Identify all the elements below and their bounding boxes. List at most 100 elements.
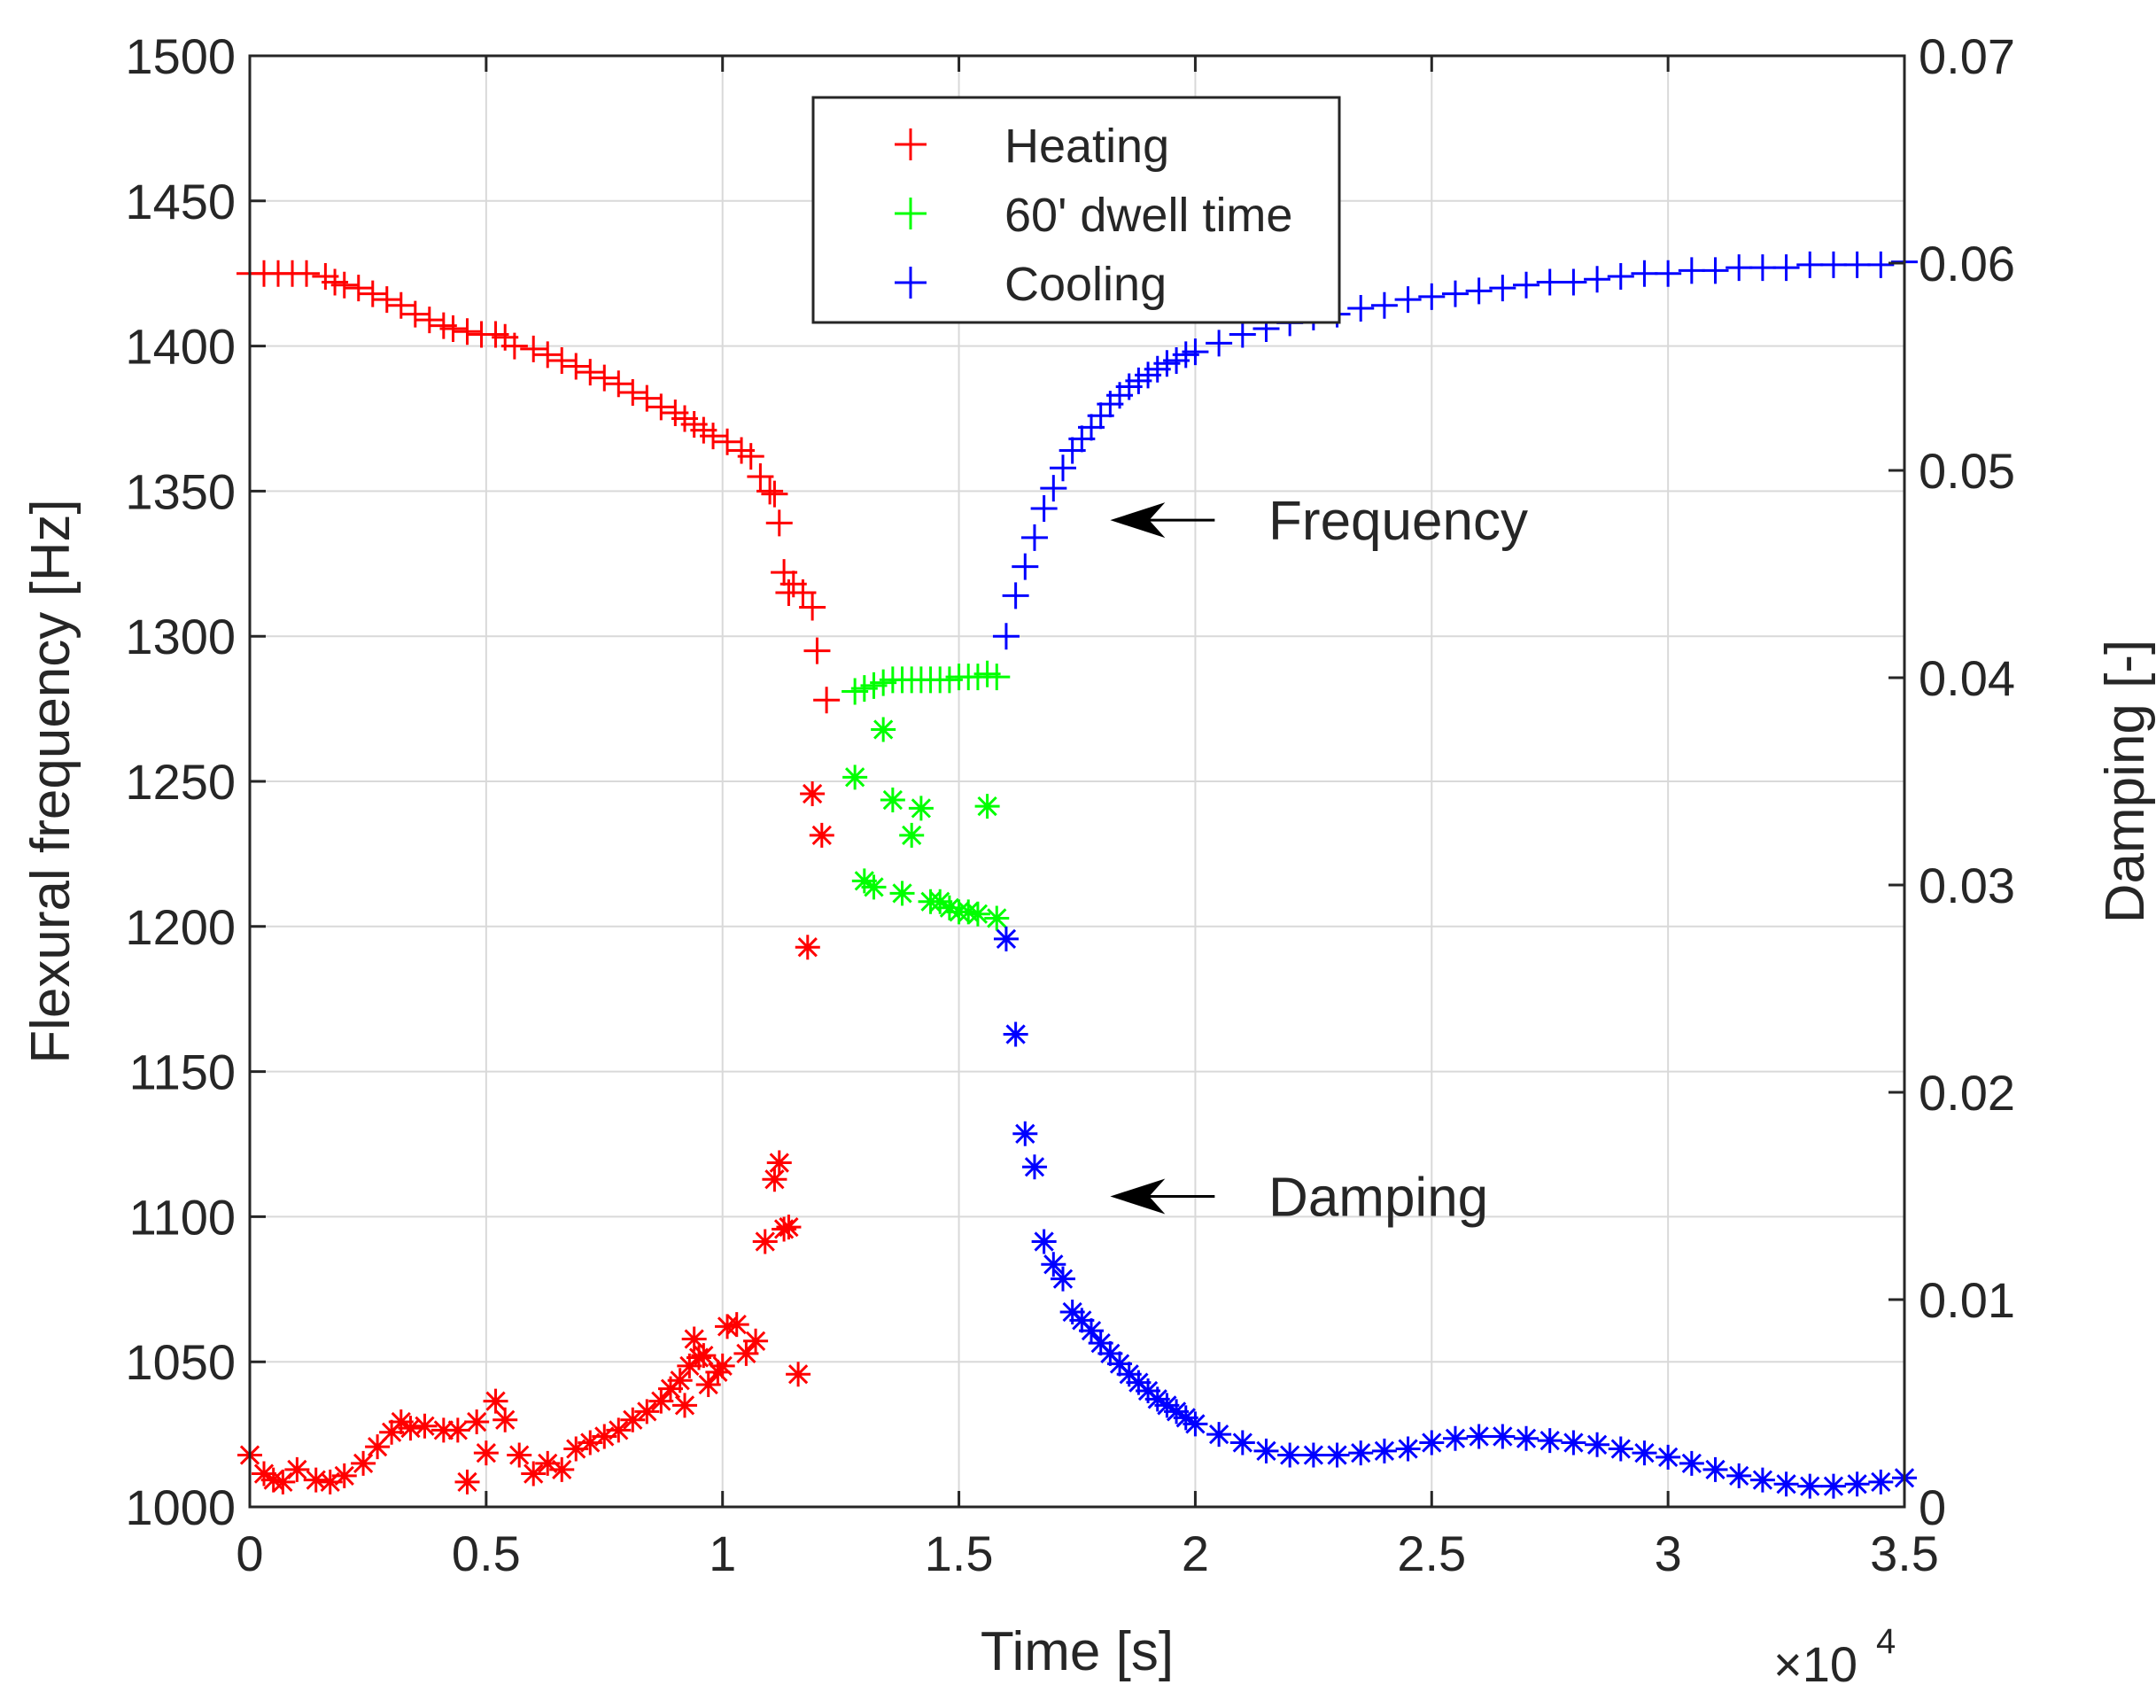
damping-point (1419, 1430, 1445, 1456)
damping-point (634, 1399, 660, 1425)
damping-point (795, 935, 820, 960)
legend-marker (895, 267, 927, 299)
frequency-point (1418, 283, 1446, 310)
legend-box (811, 96, 1341, 324)
damping-point (667, 1368, 693, 1394)
frequency-point (1489, 275, 1516, 302)
damping-point (317, 1469, 343, 1494)
damping-point (1608, 1436, 1633, 1462)
damping-point (454, 1469, 480, 1494)
damping-point (1561, 1430, 1586, 1456)
frequency-point (761, 480, 788, 508)
y-left-tick-label: 1400 (125, 319, 236, 375)
damping-point (733, 1340, 759, 1366)
frequency-point (330, 271, 358, 299)
damping-point (1679, 1450, 1704, 1476)
frequency-point (373, 286, 400, 314)
y-axis-left-label: Flexural frequency [Hz] (20, 499, 81, 1063)
damping-point (592, 1424, 617, 1449)
damping-point (1537, 1428, 1563, 1454)
frequency-point (1749, 254, 1776, 282)
damping-point (1514, 1425, 1539, 1451)
frequency-point (1206, 330, 1233, 357)
y-right-tick-label: 0.02 (1919, 1065, 2015, 1121)
frequency-point (714, 428, 741, 455)
frequency-point (1394, 286, 1422, 314)
damping-point (724, 1312, 749, 1338)
damping-point (1050, 1266, 1075, 1292)
damping-point (1702, 1456, 1728, 1482)
y-left-tick-label: 1150 (129, 1044, 236, 1100)
damping-point (1154, 1393, 1180, 1418)
damping-point (412, 1413, 438, 1439)
frequency-point (747, 463, 774, 491)
x-tick-label: 3.5 (1870, 1526, 1939, 1581)
damping-point (1371, 1438, 1397, 1463)
frequency-point (1347, 295, 1375, 322)
damping-point (1164, 1399, 1190, 1425)
damping-point (1088, 1331, 1113, 1356)
damping-point (927, 889, 953, 914)
damping-point (1773, 1471, 1799, 1497)
damping-point (809, 822, 834, 848)
damping-point (993, 926, 1019, 951)
damping-point (1466, 1424, 1492, 1449)
frequency-point (799, 594, 826, 621)
x-axis: 0 0.5 1 1.5 2 2.5 3 3.5 (236, 56, 1939, 1581)
damping-point (507, 1442, 532, 1468)
y-right-tick-label: 0.03 (1919, 858, 2015, 913)
y-axis-right-label: Damping [-] (2095, 640, 2156, 923)
frequency-point (1655, 260, 1682, 287)
damping-point (1031, 1229, 1057, 1254)
y-axis-left: 1000 1050 1100 1150 1200 1250 1300 1350 1400 1450… (125, 28, 266, 1535)
frequency-point (1843, 251, 1871, 278)
frequency-point (415, 307, 443, 334)
annotation-label: Damping (1268, 1167, 1488, 1228)
damping-point (766, 1150, 792, 1176)
damping-point (695, 1371, 721, 1397)
x-tick-label: 3 (1655, 1526, 1682, 1581)
y-left-tick-label: 1200 (125, 899, 236, 955)
damping-point (786, 1362, 811, 1387)
damping-point (1253, 1438, 1279, 1463)
frequency-point (1229, 321, 1256, 348)
frequency-point (1182, 338, 1209, 366)
damping-point (681, 1326, 707, 1352)
damping-point (1726, 1463, 1752, 1488)
frequency-point (1020, 524, 1048, 551)
damping-point (965, 901, 990, 927)
frequency-point (1796, 251, 1824, 278)
damping-point (1490, 1424, 1516, 1449)
frequency-point (591, 364, 618, 392)
y-left-tick-label: 1350 (125, 463, 236, 519)
frequency-point (813, 687, 841, 714)
frequency-point (1607, 262, 1634, 290)
frequency-point (500, 332, 528, 360)
damping-point (473, 1440, 499, 1466)
frequency-point (619, 379, 647, 407)
damping-point (851, 868, 877, 894)
damping-point (252, 1461, 277, 1487)
damping-point (1585, 1432, 1610, 1457)
annotation-arrow-head (1110, 1178, 1166, 1215)
damping-point (1079, 1318, 1105, 1344)
damping-point (563, 1436, 589, 1462)
frequency-point (648, 393, 675, 421)
frequency-point (1819, 251, 1847, 278)
damping-point (1003, 1021, 1028, 1047)
damping-point (1656, 1444, 1681, 1470)
damping-point (772, 1216, 797, 1242)
damping-point (842, 765, 868, 790)
y-right-tick-label: 0.04 (1919, 650, 2015, 706)
frequency-point (1049, 454, 1076, 482)
frequency-point (454, 318, 481, 345)
frequency-point (1002, 582, 1029, 609)
x-axis-multiplier-base: ×10 (1773, 1636, 1857, 1692)
y-left-tick-label: 1250 (125, 754, 236, 810)
legend-marker (895, 128, 927, 160)
frequency-point (1465, 277, 1493, 305)
damping-point (974, 794, 1000, 819)
frequency-point (1726, 254, 1753, 282)
damping-point (1324, 1442, 1350, 1468)
frequency-point (803, 637, 831, 664)
